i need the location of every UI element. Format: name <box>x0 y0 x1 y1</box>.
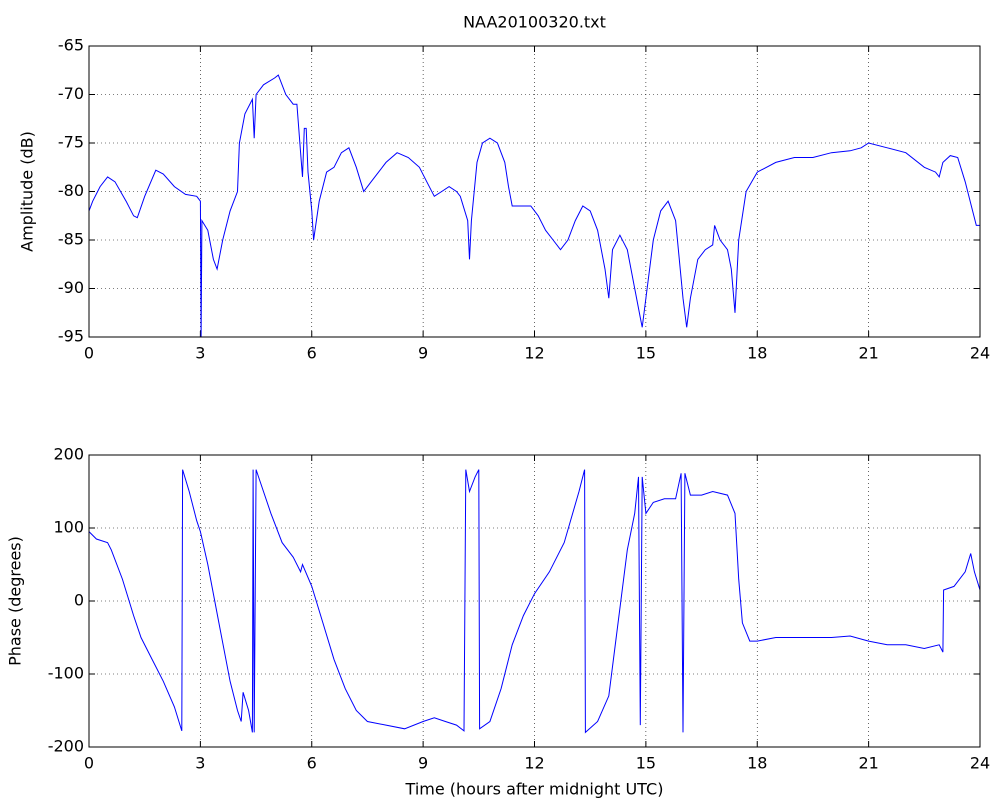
y-tick-label: -90 <box>58 278 84 297</box>
x-tick-label: 6 <box>307 344 317 363</box>
y-tick-label: 100 <box>53 518 84 537</box>
y-tick-label: -100 <box>48 664 84 683</box>
x-tick-label: 3 <box>195 344 205 363</box>
x-tick-label: 24 <box>970 754 990 773</box>
x-tick-label: 15 <box>636 344 656 363</box>
axes-frame <box>88 454 981 748</box>
x-tick-label: 9 <box>418 344 428 363</box>
y-tick-label: -65 <box>58 36 84 55</box>
y-tick-label: -70 <box>58 84 84 103</box>
x-tick-label: 0 <box>84 344 94 363</box>
x-tick-label: 24 <box>970 344 990 363</box>
data-line <box>88 469 981 734</box>
y-tick-label: -85 <box>58 230 84 249</box>
y-tick-label: 0 <box>74 591 84 610</box>
x-tick-label: 18 <box>747 344 767 363</box>
x-tick-label: 9 <box>418 754 428 773</box>
x-tick-label: 18 <box>747 754 767 773</box>
y-tick-label: 200 <box>53 445 84 464</box>
x-tick-label: 21 <box>858 344 878 363</box>
y-axis-label: Amplitude (dB) <box>18 131 37 252</box>
x-tick-label: 12 <box>524 344 544 363</box>
y-tick-label: -80 <box>58 181 84 200</box>
x-axis-label: Time (hours after midnight UTC) <box>405 780 664 799</box>
x-tick-label: 6 <box>307 754 317 773</box>
y-tick-label: -200 <box>48 737 84 756</box>
axes-frame <box>88 45 981 338</box>
x-tick-label: 0 <box>84 754 94 773</box>
data-line <box>88 74 980 338</box>
y-tick-label: -75 <box>58 133 84 152</box>
x-tick-label: 12 <box>524 754 544 773</box>
axes-background <box>89 46 980 337</box>
chart-title: NAA20100320.txt <box>463 13 606 32</box>
x-tick-label: 3 <box>195 754 205 773</box>
y-tick-label: -95 <box>58 327 84 346</box>
x-tick-label: 15 <box>636 754 656 773</box>
y-axis-label: Phase (degrees) <box>6 536 25 666</box>
x-tick-label: 21 <box>858 754 878 773</box>
